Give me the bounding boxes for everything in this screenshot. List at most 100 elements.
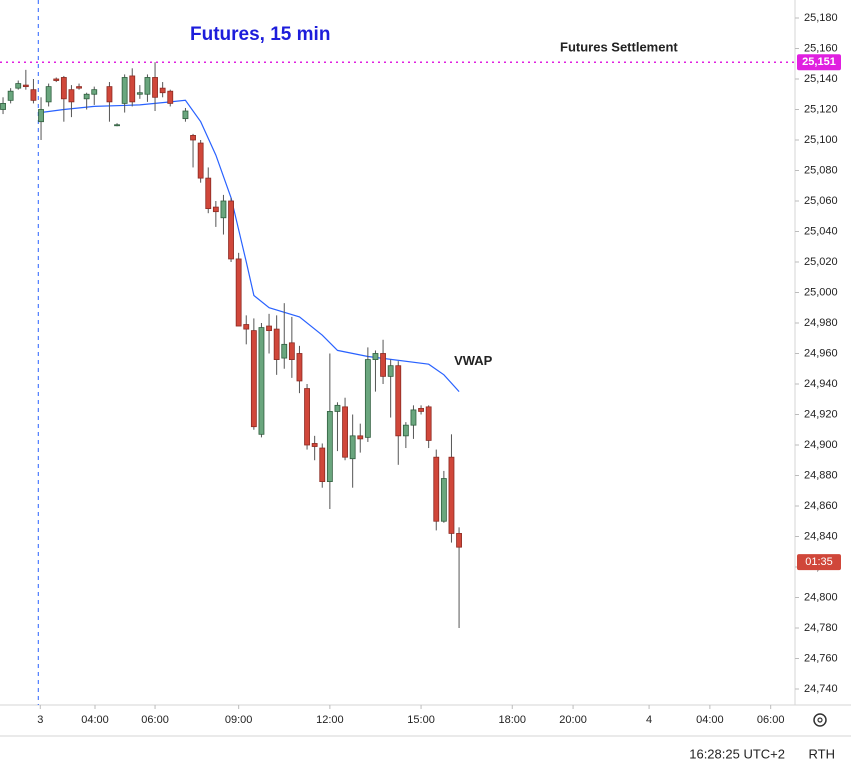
candle-body: [190, 135, 196, 141]
candle: [7, 88, 14, 104]
candle-body: [152, 77, 158, 98]
candle-body: [91, 89, 98, 95]
y-tick-label: 25,040: [804, 225, 838, 237]
y-tick-label: 25,080: [804, 164, 838, 176]
candle: [364, 347, 371, 442]
candle: [273, 315, 280, 375]
candle-body: [235, 258, 242, 327]
y-tick-label: 24,780: [804, 622, 838, 634]
candle: [83, 92, 90, 110]
candle-body: [144, 77, 151, 95]
candle-body: [402, 424, 409, 437]
x-tick-label: 3: [37, 714, 43, 726]
candle-body: [319, 447, 326, 482]
candle-body: [38, 109, 44, 123]
candle: [121, 74, 128, 113]
x-tick-label: 18:00: [499, 714, 527, 726]
candle: [326, 353, 333, 510]
candle: [38, 97, 44, 140]
candle: [357, 423, 364, 453]
candle: [380, 339, 386, 384]
candle-body: [60, 77, 67, 100]
candle-body: [296, 353, 303, 382]
y-tick-label: 25,020: [804, 256, 838, 268]
candle-body: [288, 342, 295, 360]
y-tick-label: 25,140: [804, 73, 838, 85]
candle-body: [258, 327, 265, 435]
settlement-label: Futures Settlement: [560, 40, 678, 55]
candle-body: [228, 200, 234, 260]
candle-body: [433, 456, 440, 522]
candle-body: [418, 407, 424, 412]
settings-button[interactable]: [813, 713, 827, 727]
candle: [205, 167, 212, 214]
candle-body: [15, 83, 22, 89]
settings-icon[interactable]: [813, 713, 827, 727]
candle-body: [425, 406, 432, 441]
candle: [410, 405, 417, 439]
candle-body: [342, 406, 348, 458]
candle: [197, 139, 204, 183]
settings-icon-center[interactable]: [817, 717, 823, 723]
candle: [288, 316, 295, 378]
candle-body: [250, 330, 257, 428]
y-tick-label: 24,980: [804, 317, 838, 329]
candle-body: [357, 435, 364, 440]
y-tick-label: 24,740: [804, 683, 838, 695]
candle-body: [197, 142, 204, 179]
candle-body: [456, 533, 462, 548]
candle-body: [380, 353, 386, 377]
candle: [281, 303, 288, 369]
candle: [418, 405, 424, 415]
candle: [387, 359, 394, 418]
candle: [15, 80, 22, 90]
chart-title: Futures, 15 min: [190, 24, 330, 45]
candle: [235, 252, 242, 327]
x-tick-label: 04:00: [81, 714, 109, 726]
candle: [372, 350, 379, 392]
candle: [319, 443, 326, 488]
candle-body: [326, 411, 333, 482]
y-tick-label: 25,180: [804, 12, 838, 24]
candle: [448, 434, 455, 543]
candle: [152, 62, 158, 112]
candle: [114, 123, 120, 127]
candle-body: [311, 443, 318, 447]
y-tick-label: 24,840: [804, 530, 838, 542]
candle-body: [76, 86, 82, 89]
candle-body: [304, 388, 310, 446]
candle: [349, 414, 356, 488]
candle-body: [395, 365, 402, 437]
candle-body: [440, 478, 447, 522]
settlement-price-label: 25,151: [802, 56, 836, 68]
candle: [182, 107, 189, 122]
settlement-price-box: [797, 54, 841, 71]
candle-body: [212, 206, 219, 213]
y-tick-label: 24,800: [804, 591, 838, 603]
candle: [167, 89, 174, 107]
candle: [106, 82, 113, 122]
candle: [296, 345, 303, 394]
candle-body: [220, 200, 227, 219]
y-tick-label: 24,760: [804, 652, 838, 664]
candle-body: [448, 456, 455, 534]
candle: [45, 83, 52, 107]
candle-body: [45, 86, 52, 103]
candle: [144, 74, 151, 102]
candle: [129, 68, 136, 107]
candle: [68, 85, 75, 118]
x-tick-label: 09:00: [225, 714, 253, 726]
footer-time: 16:28:25 UTC+2: [689, 746, 785, 761]
candle: [159, 82, 166, 98]
candle-body: [114, 124, 120, 127]
y-tick-label: 25,100: [804, 134, 838, 146]
candle-body: [410, 409, 417, 426]
y-tick-label: 25,160: [804, 42, 838, 54]
x-tick-label: 20:00: [559, 714, 587, 726]
candle: [440, 470, 447, 523]
y-tick-label: 24,940: [804, 378, 838, 390]
footer-session[interactable]: RTH: [809, 746, 835, 761]
candle-body: [0, 102, 6, 110]
candle: [266, 313, 272, 354]
